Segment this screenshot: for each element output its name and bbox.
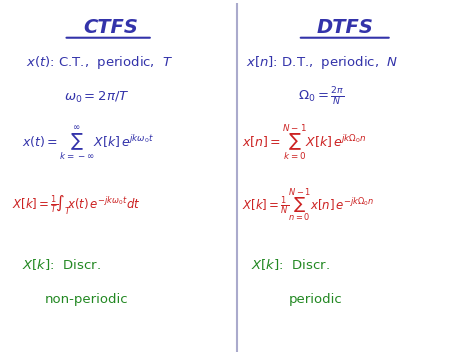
Text: $x[n] = \sum_{k=0}^{N-1} X[k]\,e^{jk\Omega_0 n}$: $x[n] = \sum_{k=0}^{N-1} X[k]\,e^{jk\Ome… [242,122,366,163]
Text: $\Omega_0 = \frac{2\pi}{N}$: $\Omega_0 = \frac{2\pi}{N}$ [298,86,344,108]
Text: $X[k]$:  Discr.: $X[k]$: Discr. [21,257,100,272]
Text: $\omega_0 = 2\pi/T$: $\omega_0 = 2\pi/T$ [64,89,129,105]
Text: $x(t)$: C.T.,  periodic,  $T$: $x(t)$: C.T., periodic, $T$ [26,54,174,71]
Text: $x(t) = \sum_{k=-\infty}^{\infty} X[k]\,e^{jk\omega_0 t}$: $x(t) = \sum_{k=-\infty}^{\infty} X[k]\,… [21,124,154,162]
Text: DTFS: DTFS [316,18,373,37]
Text: periodic: periodic [289,293,342,306]
Text: non-periodic: non-periodic [45,293,128,306]
Text: $X[k]=\frac{1}{N}\sum_{n=0}^{N-1} x[n]\,e^{-jk\Omega_0 n}$: $X[k]=\frac{1}{N}\sum_{n=0}^{N-1} x[n]\,… [242,187,374,224]
Text: $X[k]$:  Discr.: $X[k]$: Discr. [251,257,330,272]
Text: $X[k]=\frac{1}{T}\!\int_T\! x(t)\,e^{-jk\omega_0 t}dt$: $X[k]=\frac{1}{T}\!\int_T\! x(t)\,e^{-jk… [12,193,141,217]
Text: CTFS: CTFS [83,18,138,37]
Text: $x[n]$: D.T.,  periodic,  $N$: $x[n]$: D.T., periodic, $N$ [246,54,399,71]
